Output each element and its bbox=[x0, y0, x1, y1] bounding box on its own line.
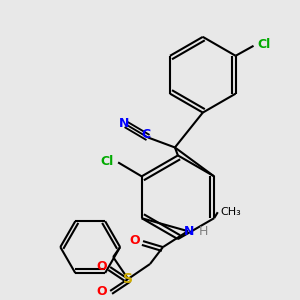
Text: C: C bbox=[142, 128, 151, 141]
Text: O: O bbox=[97, 285, 107, 298]
Text: N: N bbox=[119, 117, 129, 130]
Text: H: H bbox=[199, 225, 208, 238]
Text: Cl: Cl bbox=[100, 155, 113, 168]
Text: N: N bbox=[184, 225, 194, 238]
Text: O: O bbox=[97, 260, 107, 272]
Text: Cl: Cl bbox=[257, 38, 271, 51]
Text: CH₃: CH₃ bbox=[221, 207, 242, 217]
Text: O: O bbox=[129, 234, 140, 247]
Text: S: S bbox=[123, 272, 133, 286]
